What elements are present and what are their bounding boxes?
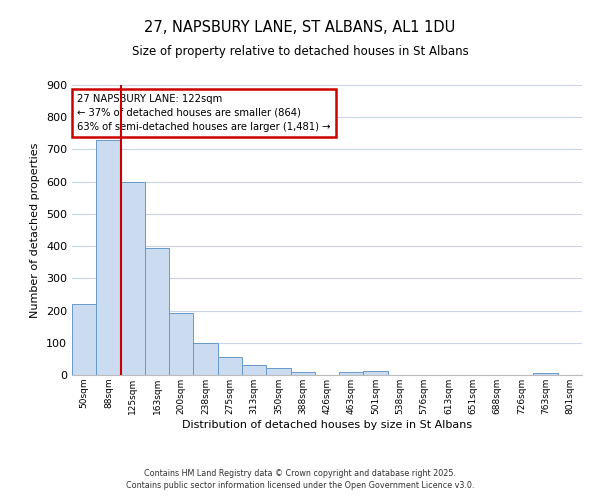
Y-axis label: Number of detached properties: Number of detached properties bbox=[31, 142, 40, 318]
Bar bbox=[218, 358, 242, 375]
Text: 27, NAPSBURY LANE, ST ALBANS, AL1 1DU: 27, NAPSBURY LANE, ST ALBANS, AL1 1DU bbox=[145, 20, 455, 35]
Text: Size of property relative to detached houses in St Albans: Size of property relative to detached ho… bbox=[131, 45, 469, 58]
Bar bbox=[339, 372, 364, 375]
Bar bbox=[72, 304, 96, 375]
Bar bbox=[145, 248, 169, 375]
Bar bbox=[364, 371, 388, 375]
X-axis label: Distribution of detached houses by size in St Albans: Distribution of detached houses by size … bbox=[182, 420, 472, 430]
Bar bbox=[242, 364, 266, 375]
Bar bbox=[96, 140, 121, 375]
Bar bbox=[290, 372, 315, 375]
Bar bbox=[193, 343, 218, 375]
Text: 27 NAPSBURY LANE: 122sqm
← 37% of detached houses are smaller (864)
63% of semi-: 27 NAPSBURY LANE: 122sqm ← 37% of detach… bbox=[77, 94, 331, 132]
Bar bbox=[266, 368, 290, 375]
Bar bbox=[169, 313, 193, 375]
Bar bbox=[121, 182, 145, 375]
Text: Contains HM Land Registry data © Crown copyright and database right 2025.
Contai: Contains HM Land Registry data © Crown c… bbox=[126, 468, 474, 490]
Bar bbox=[533, 374, 558, 375]
